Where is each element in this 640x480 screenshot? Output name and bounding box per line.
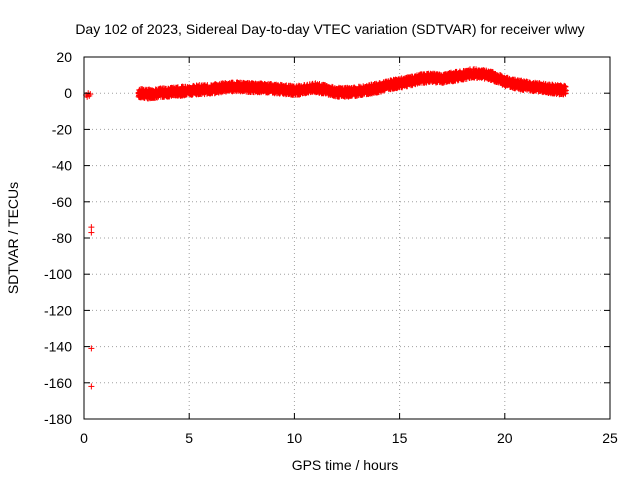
plot-border — [83, 56, 611, 420]
x-tick-label: 5 — [185, 430, 193, 446]
y-tick-label: -60 — [52, 194, 72, 210]
x-tick-label: 20 — [497, 430, 513, 446]
grid-lines — [84, 57, 610, 419]
x-tick-label: 10 — [287, 430, 303, 446]
x-tick-label: 15 — [392, 430, 408, 446]
y-tick-label: 0 — [64, 85, 72, 101]
x-axis-label: GPS time / hours — [292, 457, 399, 473]
x-tick-label: 0 — [80, 430, 88, 446]
axis-ticks: 0 5 10 15 20 25 20 0 -20 -40 -60 -80 -100 -120 -140 -16… — [44, 49, 618, 446]
outlier-point — [88, 229, 95, 236]
y-tick-label: -140 — [44, 339, 72, 355]
y-tick-label: -20 — [52, 121, 72, 137]
y-tick-label: -160 — [44, 375, 72, 391]
outlier-point — [88, 383, 95, 390]
data-series — [83, 66, 569, 390]
y-tick-label: 20 — [56, 49, 72, 65]
y-tick-label: -120 — [44, 302, 72, 318]
y-tick-label: -100 — [44, 266, 72, 282]
x-tick-label: 25 — [602, 430, 618, 446]
y-tick-label: -40 — [52, 158, 72, 174]
y-tick-label: -80 — [52, 230, 72, 246]
outlier-point — [88, 224, 95, 231]
plot-frame — [83, 56, 611, 420]
y-tick-label: -180 — [44, 411, 72, 427]
y-axis-label: SDTVAR / TECUs — [5, 182, 21, 294]
chart-title: Day 102 of 2023, Sidereal Day-to-day VTE… — [75, 21, 584, 37]
